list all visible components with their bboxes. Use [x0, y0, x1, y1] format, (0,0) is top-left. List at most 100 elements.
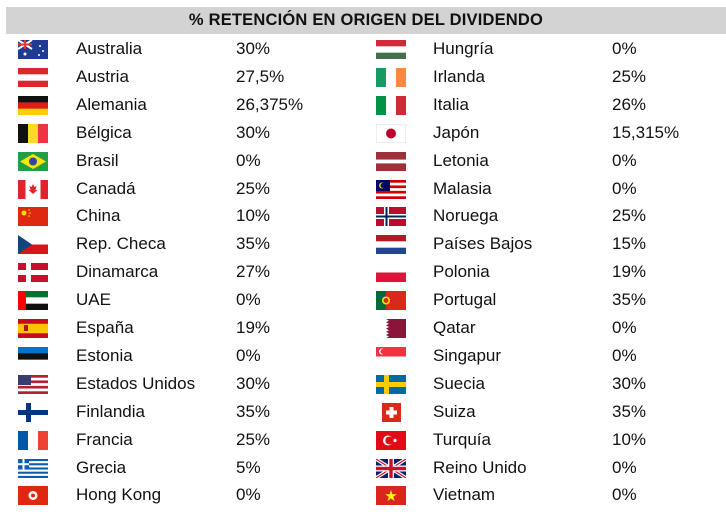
withholding-rate: 0%	[612, 345, 637, 365]
flag-sg-icon	[376, 346, 406, 366]
country-name: Suecia	[433, 373, 485, 393]
country-name: Letonia	[433, 150, 489, 170]
country-name: Grecia	[76, 457, 127, 477]
withholding-rate: 26%	[612, 94, 647, 114]
country-name: Estonia	[76, 345, 133, 365]
withholding-rate: 0%	[612, 318, 637, 337]
flag-fi-icon	[18, 402, 48, 422]
country-name: Hong Kong	[76, 485, 162, 505]
withholding-rate: 0%	[236, 290, 261, 310]
flag-it-icon	[376, 95, 406, 115]
country-name: Japón	[433, 122, 480, 142]
country-name: Francia	[76, 429, 133, 449]
flag-gr-icon	[18, 458, 48, 478]
flag-tr-icon	[376, 430, 406, 450]
country-name: Vietnam	[433, 485, 496, 505]
flag-jp-icon	[376, 123, 406, 143]
country-name: Malasia	[433, 178, 492, 198]
flag-be-icon	[18, 123, 48, 143]
withholding-rate: 10%	[236, 206, 271, 226]
withholding-rate: 25%	[612, 206, 647, 226]
withholding-rate: 0%	[612, 457, 637, 477]
flag-gb-icon	[376, 458, 406, 478]
flag-pl-icon	[376, 263, 406, 283]
withholding-rate: 35%	[236, 234, 271, 254]
country-name: Polonia	[433, 262, 490, 282]
country-name: Brasil	[76, 150, 119, 170]
flag-at-icon	[18, 67, 48, 87]
flag-ca-icon	[18, 179, 48, 199]
country-name: Singapur	[433, 345, 502, 365]
country-name: Estados Unidos	[76, 373, 196, 393]
flag-us-icon	[18, 374, 48, 394]
withholding-rate: 30%	[236, 122, 271, 142]
withholding-rate: 35%	[612, 401, 647, 421]
country-name: Suiza	[433, 401, 476, 421]
flag-ch-icon	[382, 402, 401, 422]
withholding-rate: 5%	[236, 457, 261, 477]
country-name: Rep. Checa	[76, 234, 166, 254]
country-name: Portugal	[433, 290, 497, 310]
flag-au-icon	[18, 40, 48, 59]
flag-my-icon	[376, 179, 406, 199]
flag-hu-icon	[376, 40, 406, 59]
flag-br-icon	[18, 151, 48, 171]
flag-ae-icon	[18, 291, 48, 311]
withholding-rate: 35%	[236, 401, 271, 421]
flag-no-icon	[376, 207, 406, 227]
withholding-rate: 0%	[612, 39, 637, 58]
country-name: Canadá	[76, 178, 136, 198]
flag-cz-icon	[18, 235, 48, 255]
country-name: Qatar	[433, 318, 476, 337]
flag-hk-icon	[18, 486, 48, 506]
withholding-rate: 25%	[236, 429, 271, 449]
country-name: China	[76, 206, 121, 226]
flag-dk-icon	[18, 263, 48, 283]
withholding-rate: 27%	[236, 262, 271, 282]
country-name: Irlanda	[433, 66, 485, 86]
country-name: UAE	[76, 290, 111, 310]
table-title: % RETENCIÓN EN ORIGEN DEL DIVIDENDO	[6, 7, 726, 34]
flag-lv-icon	[376, 151, 406, 171]
withholding-rate: 27,5%	[236, 66, 285, 86]
withholding-rate: 15,315%	[612, 122, 680, 142]
country-name: Australia	[76, 39, 143, 58]
withholding-rate: 15%	[612, 234, 647, 254]
flag-ee-icon	[18, 346, 48, 366]
flag-ie-icon	[376, 67, 406, 87]
country-name: Dinamarca	[76, 262, 159, 282]
country-name: Reino Unido	[433, 457, 527, 477]
flag-pt-icon	[376, 291, 406, 311]
withholding-rate: 0%	[236, 485, 261, 505]
withholding-rate: 0%	[612, 150, 637, 170]
flag-nl-icon	[376, 235, 406, 255]
flag-vn-icon	[376, 486, 406, 506]
withholding-rate: 0%	[612, 178, 637, 198]
flag-qa-icon	[376, 319, 406, 338]
withholding-rate: 10%	[612, 429, 647, 449]
withholding-rate: 30%	[236, 39, 271, 58]
withholding-rate: 19%	[236, 318, 271, 337]
country-name: Italia	[433, 94, 469, 114]
withholding-rate: 0%	[612, 485, 637, 505]
flag-se-icon	[376, 374, 406, 394]
country-name: Países Bajos	[433, 234, 533, 254]
withholding-rate: 0%	[236, 345, 261, 365]
country-name: Finlandia	[76, 401, 145, 421]
withholding-rate: 19%	[612, 262, 647, 282]
country-name: Noruega	[433, 206, 499, 226]
country-name: Alemania	[76, 94, 147, 114]
withholding-rate: 25%	[612, 66, 647, 86]
flag-es-icon	[18, 319, 48, 338]
withholding-rate: 25%	[236, 178, 271, 198]
flag-fr-icon	[18, 430, 48, 450]
withholding-rate: 35%	[612, 290, 647, 310]
country-name: Hungría	[433, 39, 494, 58]
country-name: Bélgica	[76, 122, 132, 142]
flag-de-icon	[18, 95, 48, 115]
country-name: España	[76, 318, 134, 337]
country-name: Austria	[76, 66, 129, 86]
withholding-rate: 30%	[236, 373, 271, 393]
withholding-rate: 30%	[612, 373, 647, 393]
country-name: Turquía	[433, 429, 491, 449]
